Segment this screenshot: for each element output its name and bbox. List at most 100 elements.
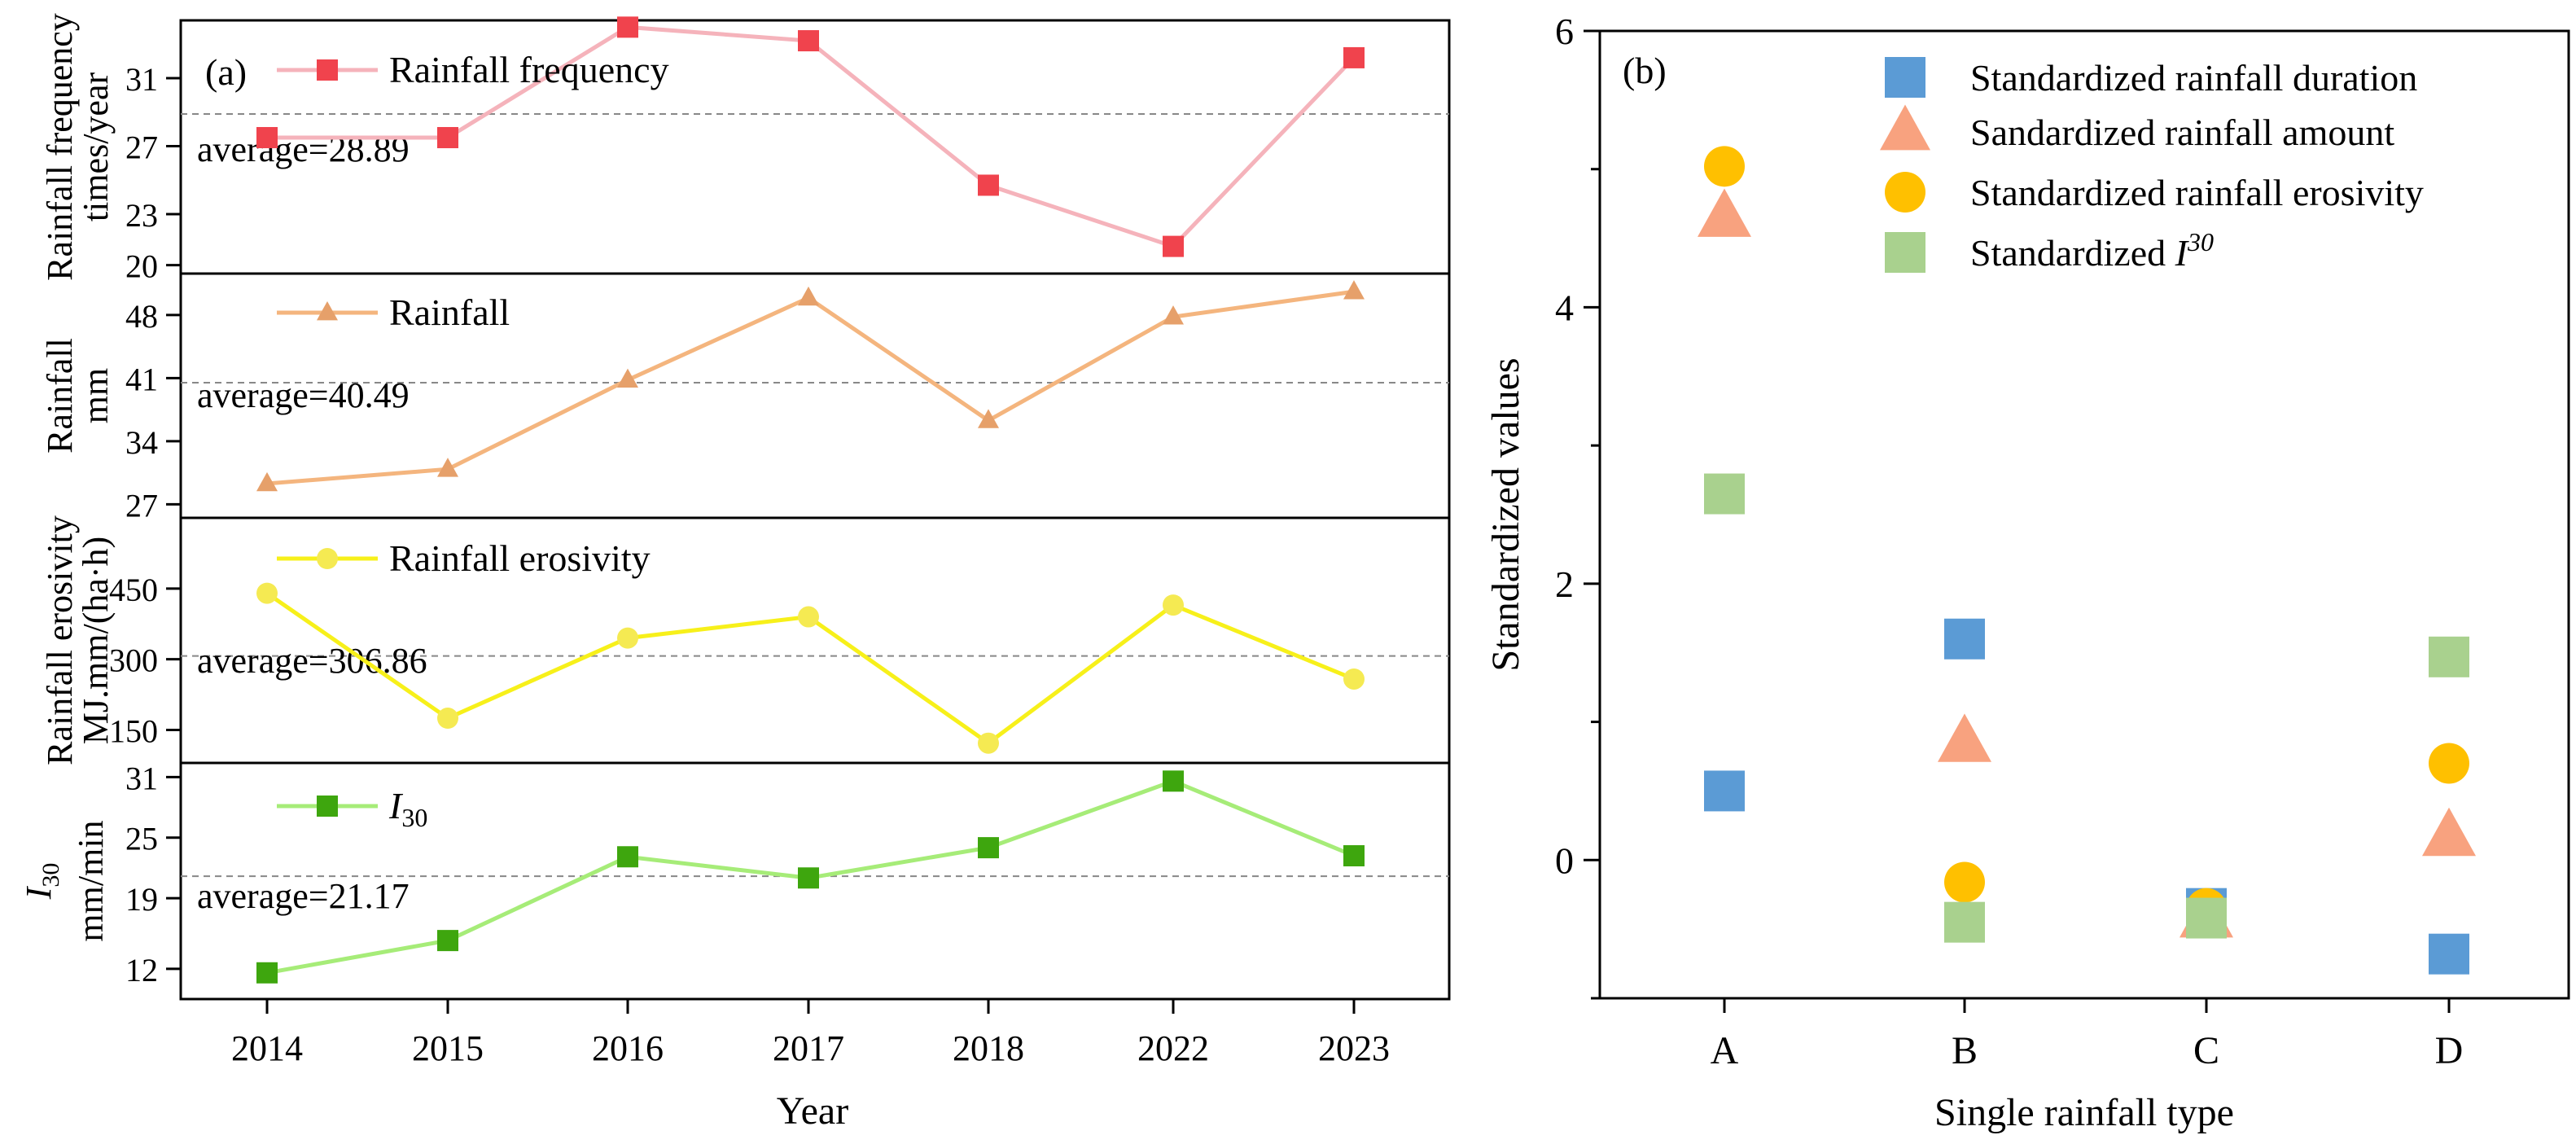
legend-marker xyxy=(1885,172,1925,213)
data-point xyxy=(256,471,278,492)
legend-label: Standardized I30 xyxy=(1970,227,2214,274)
data-point xyxy=(978,837,999,859)
data-point xyxy=(256,127,278,149)
y-tick-label: 27 xyxy=(125,129,158,165)
data-point xyxy=(798,286,819,306)
x-tick-label: D xyxy=(2435,1029,2464,1072)
average-label: average=28.89 xyxy=(197,129,410,169)
legend-marker xyxy=(317,548,338,569)
legend-marker xyxy=(1880,104,1930,151)
data-point xyxy=(1944,618,1985,660)
y-tick-label: 6 xyxy=(1555,11,1574,52)
data-point xyxy=(1163,770,1184,792)
y-tick-label: 4 xyxy=(1555,287,1574,328)
panel-b-xlabel: Single rainfall type xyxy=(1934,1091,2234,1134)
y-tick-label: 20 xyxy=(125,248,158,285)
subplot-ylabel-unit: times/year xyxy=(76,72,116,222)
y-tick-label: 31 xyxy=(125,61,158,98)
subplot-ylabel-unit: MJ.mm/(ha·h) xyxy=(76,537,116,744)
legend-marker xyxy=(1885,232,1925,273)
legend-item: Sandardized rainfall amount xyxy=(1880,104,2394,153)
x-tick-label: 2017 xyxy=(773,1028,844,1068)
legend-label: Standardized rainfall duration xyxy=(1970,57,2417,99)
legend-label: Standardized rainfall erosivity xyxy=(1970,172,2424,213)
data-point xyxy=(798,606,819,628)
panel-a-frame xyxy=(179,19,1451,1001)
x-tick-label: 2023 xyxy=(1318,1028,1390,1068)
data-point xyxy=(2429,743,2469,784)
legend-marker xyxy=(317,796,338,817)
subplot-ylabel: Rainfall erosivity xyxy=(40,515,80,765)
subplot-ylabel: I30 xyxy=(19,863,64,901)
data-point xyxy=(798,30,819,52)
data-point xyxy=(1343,46,1365,68)
y-tick-label: 450 xyxy=(109,572,158,608)
data-point xyxy=(2186,897,2227,939)
data-point xyxy=(1343,668,1365,690)
data-point xyxy=(437,458,458,477)
legend-marker xyxy=(1885,57,1925,98)
data-point xyxy=(978,174,999,196)
data-point xyxy=(617,627,638,649)
data-point xyxy=(1343,280,1365,300)
panel-a-xlabel: Year xyxy=(777,1089,848,1133)
data-point xyxy=(256,962,278,984)
x-tick-label: 2016 xyxy=(592,1028,664,1068)
data-point xyxy=(437,930,458,952)
data-point xyxy=(1698,188,1751,237)
subplot-ylabel-unit: mm/min xyxy=(71,820,111,941)
y-tick-label: 12 xyxy=(125,952,158,988)
y-tick-label: 300 xyxy=(109,642,158,679)
average-label: average=40.49 xyxy=(197,375,410,415)
subplot-ylabel-unit: mm xyxy=(76,368,116,423)
y-tick-label: 0 xyxy=(1555,839,1574,881)
x-tick-label: 2018 xyxy=(953,1028,1024,1068)
data-point xyxy=(437,708,458,730)
panel-a-label: (a) xyxy=(205,51,247,93)
y-tick-label: 31 xyxy=(125,760,158,796)
data-point xyxy=(1944,901,1985,943)
data-point xyxy=(437,127,458,149)
x-tick-label: 2015 xyxy=(412,1028,484,1068)
panel-b-frame xyxy=(1598,29,2570,1000)
panel-b: (b) Standardized values Single rainfall … xyxy=(1484,11,2570,1134)
data-point xyxy=(1704,146,1745,187)
y-tick-label: 48 xyxy=(125,298,158,335)
y-tick-label: 25 xyxy=(125,821,158,857)
data-point xyxy=(617,368,638,388)
x-tick-label: A xyxy=(1711,1029,1739,1072)
data-point xyxy=(256,582,278,604)
legend-item: Standardized rainfall erosivity xyxy=(1885,172,2424,213)
x-tick-label: C xyxy=(2193,1029,2219,1072)
data-point xyxy=(1938,713,1991,762)
data-point xyxy=(2422,807,2476,857)
legend-marker xyxy=(317,300,338,321)
legend-item: Standardized rainfall duration xyxy=(1885,57,2417,99)
subplot-ylabel: Rainfall xyxy=(40,338,80,454)
panel-b-label: (b) xyxy=(1623,50,1667,91)
data-point xyxy=(798,867,819,889)
y-tick-label: 23 xyxy=(125,197,158,234)
y-tick-label: 27 xyxy=(125,487,158,524)
y-tick-label: 19 xyxy=(125,881,158,918)
data-point xyxy=(1343,845,1365,867)
average-label: average=306.86 xyxy=(197,641,427,681)
x-tick-label: 2014 xyxy=(231,1028,303,1068)
data-point xyxy=(1163,235,1184,257)
legend-label: I30 xyxy=(388,785,427,832)
legend-item: Standardized I30 xyxy=(1885,227,2214,274)
data-point xyxy=(978,409,999,428)
data-point xyxy=(1704,770,1745,812)
y-tick-label: 2 xyxy=(1555,563,1574,605)
data-point xyxy=(2429,933,2469,975)
y-tick-label: 150 xyxy=(109,712,158,749)
legend-label: Rainfall frequency xyxy=(389,49,669,90)
panel-b-ylabel: Standardized values xyxy=(1484,357,1527,671)
legend-label: Rainfall xyxy=(389,291,510,333)
data-point xyxy=(978,732,999,754)
